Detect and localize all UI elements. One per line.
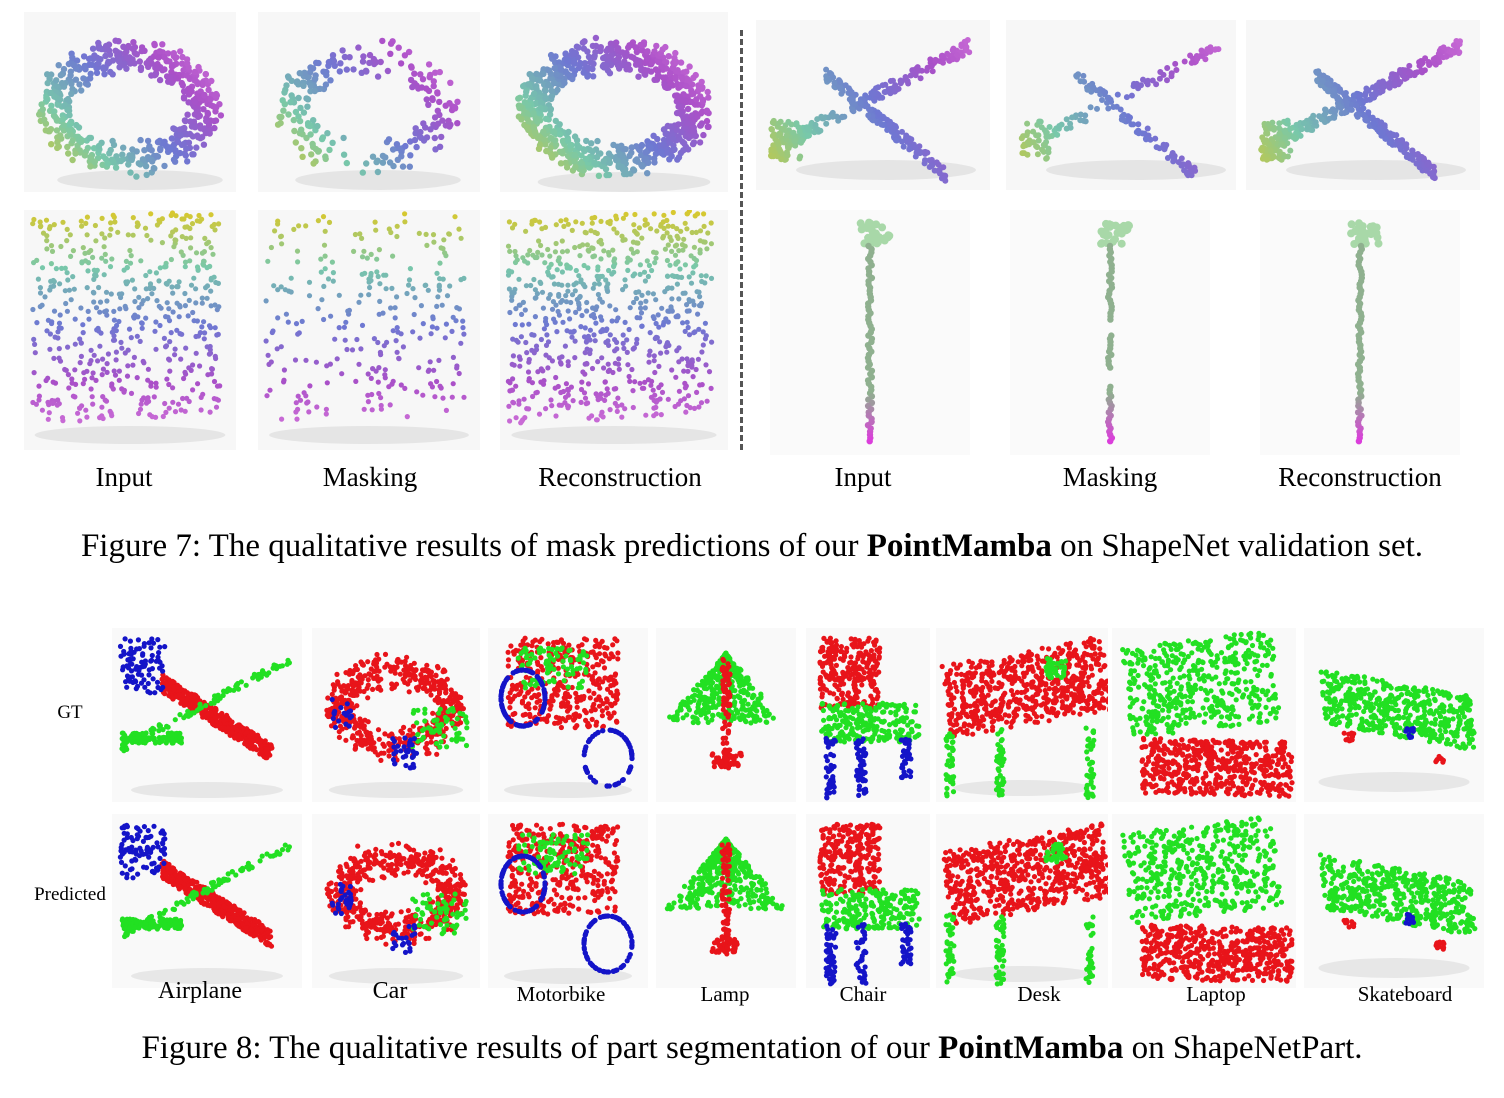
car-input-pointcloud: [24, 12, 236, 192]
pointcloud-image: [263, 211, 469, 444]
pointcloud-image: [941, 821, 1108, 987]
segmentation-pointcloud: [656, 628, 796, 802]
segmentation-pointcloud: [312, 628, 480, 802]
airplane-reconstruction-pointcloud: [1246, 20, 1480, 190]
pointcloud-image: [324, 651, 470, 798]
pointcloud-image: [939, 635, 1108, 801]
airplane-input-pointcloud: [756, 20, 990, 190]
caption-text-end: on ShapeNetPart.: [1123, 1030, 1363, 1066]
pointcloud-image: [664, 836, 785, 957]
pointcloud-image: [117, 822, 292, 984]
figure-7-caption: Figure 7: The qualitative results of mas…: [0, 528, 1504, 565]
segmentation-pointcloud: [806, 814, 930, 988]
label-laptop: Laptop: [1186, 982, 1246, 1006]
caption-text: Figure 7: The qualitative results of mas…: [80, 528, 867, 564]
pointcloud-image: [1258, 38, 1466, 182]
pointcloud-image: [498, 821, 635, 984]
pointcloud-image: [1018, 44, 1226, 180]
pointcloud-image: [1347, 219, 1383, 445]
label-car: Car: [372, 978, 408, 1004]
pointcloud-image: [515, 34, 712, 192]
caption-method-name: PointMamba: [866, 528, 1052, 564]
chair-reconstruction-pointcloud: [500, 210, 728, 450]
pointcloud-image: [817, 635, 922, 801]
label-desk: Desk: [1017, 982, 1061, 1006]
pointcloud-image: [1120, 815, 1295, 984]
pointcloud-image: [856, 218, 894, 445]
pointcloud-image: [1317, 852, 1478, 978]
label-lamp: Lamp: [700, 982, 750, 1006]
figure-8-caption: Figure 8: The qualitative results of par…: [0, 1030, 1504, 1067]
pointcloud-image: [817, 821, 922, 987]
pointcloud-image: [324, 840, 469, 984]
caption-text: Figure 8: The qualitative results of par…: [141, 1030, 939, 1066]
pointcloud-image: [1097, 219, 1133, 445]
segmentation-pointcloud: [806, 628, 930, 802]
lamp-reconstruction-pointcloud: [1260, 210, 1460, 455]
label-reconstruction-right: Reconstruction: [1278, 462, 1442, 492]
label-masking-right: Masking: [1062, 462, 1158, 492]
segmentation-pointcloud: [1112, 814, 1296, 988]
label-motorbike: Motorbike: [516, 982, 606, 1006]
pointcloud-image: [30, 210, 226, 444]
car-reconstruction-pointcloud: [500, 12, 728, 192]
row-label-predicted: Predicted: [34, 884, 106, 905]
segmentation-pointcloud: [1304, 814, 1484, 988]
pointcloud-image: [768, 37, 976, 184]
segmentation-pointcloud: [1112, 628, 1296, 802]
pointcloud-image: [667, 650, 776, 771]
pointcloud-image: [274, 37, 461, 190]
chair-masking-pointcloud: [258, 210, 480, 450]
segmentation-pointcloud: [656, 814, 796, 988]
lamp-input-pointcloud: [770, 210, 970, 455]
pointcloud-image: [505, 210, 717, 444]
segmentation-pointcloud: [936, 814, 1108, 988]
segmentation-pointcloud: [1304, 628, 1484, 802]
segmentation-pointcloud: [312, 814, 480, 988]
pointcloud-image: [1318, 669, 1477, 792]
segmentation-pointcloud: [488, 814, 648, 988]
row-label-gt: GT: [57, 702, 83, 723]
dashed-divider: [740, 30, 743, 450]
pointcloud-image: [1120, 630, 1295, 799]
label-skateboard: Skateboard: [1357, 982, 1453, 1006]
segmentation-pointcloud: [488, 628, 648, 802]
segmentation-pointcloud: [936, 628, 1108, 802]
caption-text-end: on ShapeNet validation set.: [1051, 528, 1424, 564]
segmentation-pointcloud: [112, 628, 302, 802]
car-masking-pointcloud: [258, 12, 480, 192]
lamp-masking-pointcloud: [1010, 210, 1210, 455]
airplane-masking-pointcloud: [1006, 20, 1236, 190]
label-input: Input: [95, 462, 153, 492]
pointcloud-image: [498, 635, 635, 798]
label-chair: Chair: [839, 982, 887, 1006]
label-airplane: Airplane: [158, 978, 242, 1004]
pointcloud-image: [117, 636, 292, 798]
caption-method-name: PointMamba: [938, 1030, 1124, 1066]
label-reconstruction: Reconstruction: [538, 462, 702, 492]
chair-input-pointcloud: [24, 210, 236, 450]
label-masking: Masking: [322, 462, 418, 492]
pointcloud-image: [36, 37, 225, 190]
label-input-right: Input: [834, 462, 892, 492]
segmentation-pointcloud: [112, 814, 302, 988]
